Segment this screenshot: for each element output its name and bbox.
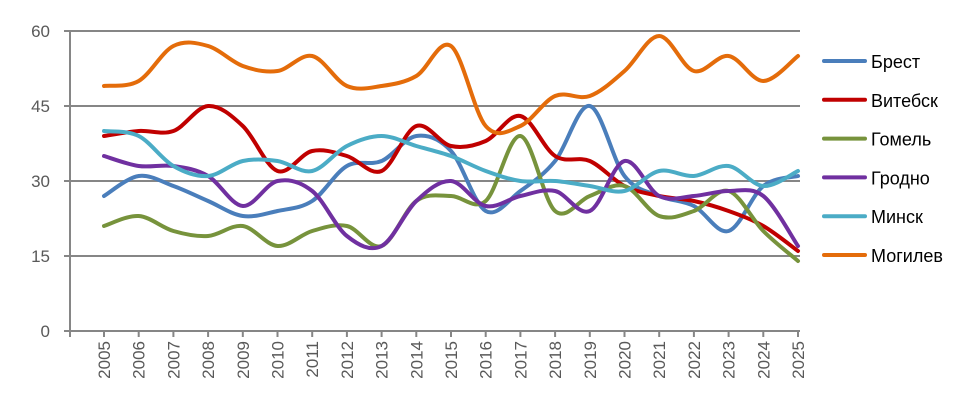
x-tick-label: 2024: [754, 341, 773, 379]
series-line-5: [102, 129, 800, 194]
x-tick-label: 2022: [685, 341, 704, 379]
x-tick-label: 2009: [234, 341, 253, 379]
x-tick-label: 2010: [269, 341, 288, 379]
series-lines: [102, 34, 800, 263]
x-tick-label: 2007: [164, 341, 183, 379]
series-line-3: [102, 134, 800, 263]
x-tick-label: 2008: [199, 341, 218, 379]
gridlines: [64, 30, 800, 332]
x-tick-label: 2020: [616, 341, 635, 379]
x-tick-label: 2023: [720, 341, 739, 379]
x-tick-label: 2011: [303, 341, 322, 378]
x-tick-label: 2016: [477, 341, 496, 379]
x-tick-label: 2013: [373, 341, 392, 379]
legend-label: Минск: [871, 207, 923, 227]
x-tick-label: 2014: [407, 341, 426, 379]
x-axis: 2005 2006 2007 2008 2009 2010 2011 2012 2013 2014…: [69, 31, 808, 379]
y-tick-label: 30: [31, 172, 50, 191]
x-tick-label: 2015: [442, 341, 461, 379]
y-tick-label: 15: [31, 247, 50, 266]
legend-label: Витебск: [871, 91, 938, 111]
series-line-2: [102, 103, 800, 253]
y-tick-label: 45: [31, 97, 50, 116]
legend-label: Гродно: [871, 168, 930, 188]
legend: Брест Витебск Гомель Гродно Минск Могилев: [822, 52, 943, 266]
legend-label: Гомель: [871, 130, 931, 150]
x-tick-label: 2012: [338, 341, 357, 379]
x-tick-label: 2017: [511, 341, 530, 379]
legend-label: Могилев: [871, 246, 943, 266]
y-tick-label: 0: [41, 322, 50, 341]
series-line-4: [102, 154, 800, 251]
legend-label: Брест: [871, 52, 920, 72]
y-axis-labels: 0 15 30 45 60: [31, 22, 50, 341]
y-tick-label: 60: [31, 22, 50, 41]
x-tick-label: 2021: [650, 341, 669, 379]
x-tick-label: 2018: [546, 341, 565, 379]
x-tick-label: 2006: [130, 341, 149, 379]
series-line-6: [102, 34, 800, 136]
x-tick-label: 2019: [581, 341, 600, 379]
x-tick-label: 2005: [95, 341, 114, 379]
x-tick-label: 2025: [789, 341, 808, 379]
